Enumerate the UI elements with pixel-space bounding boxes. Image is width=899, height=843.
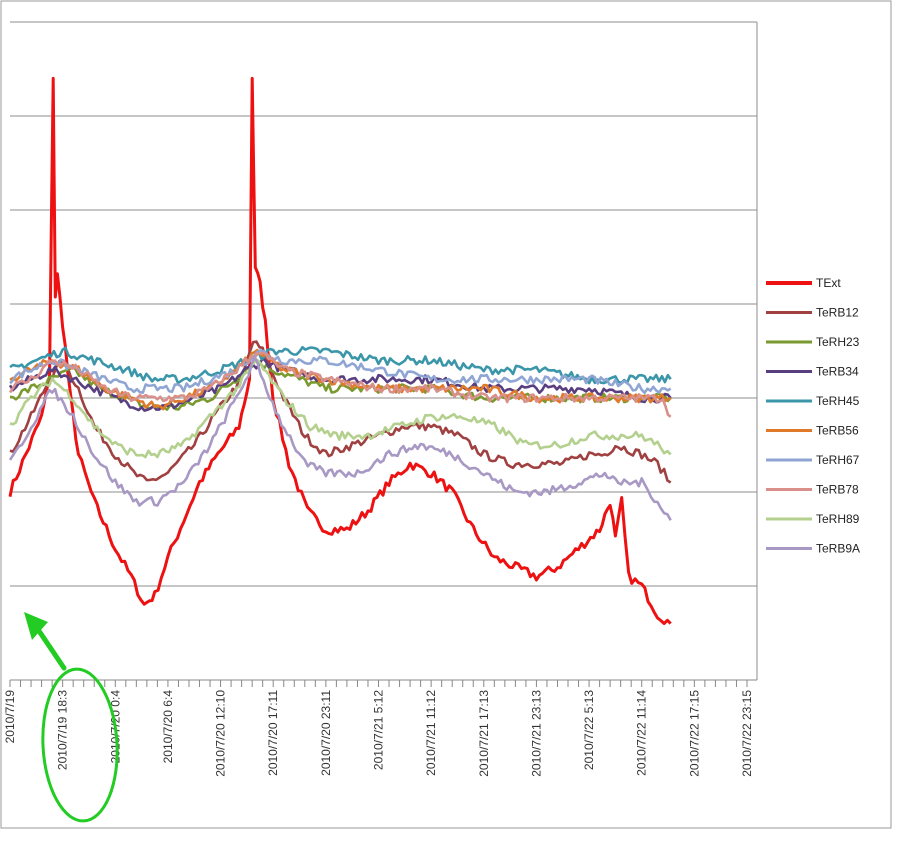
arrow-head bbox=[24, 612, 48, 640]
legend-label: TeRH45 bbox=[816, 394, 860, 408]
legend-label: TeRB12 bbox=[816, 306, 859, 320]
x-tick-label: 2010/7/22 17:15 bbox=[687, 690, 701, 777]
legend-label: TeRB78 bbox=[816, 483, 859, 497]
x-tick-label: 2010/7/20 17:11 bbox=[266, 690, 280, 776]
legend: TExt TeRB12 TeRH23 TeRB34 TeRH45 TeRB56 TeRH67… bbox=[766, 276, 860, 556]
series-line-terh67 bbox=[9, 349, 672, 395]
highlight-circle bbox=[41, 667, 119, 823]
x-tick-label: 2010/7/21 23:13 bbox=[529, 690, 543, 777]
x-tick-label: 2010/7/22 5:13 bbox=[582, 690, 596, 770]
legend-label: TeRH23 bbox=[816, 335, 860, 349]
series-line-terh45 bbox=[9, 346, 672, 385]
series-line-terb78 bbox=[8, 351, 672, 418]
legend-label: TeRH89 bbox=[816, 512, 860, 526]
series-line-terh89 bbox=[9, 358, 672, 459]
x-tick-label: 2010/7/22 11:14 bbox=[635, 690, 649, 776]
series-line-text bbox=[8, 76, 672, 625]
series-line-terb34 bbox=[8, 356, 672, 412]
x-tick-label: 2010/7/20 23:11 bbox=[319, 690, 333, 776]
legend-label: TExt bbox=[816, 276, 841, 290]
x-tick-label: 2010/7/21 11:12 bbox=[424, 690, 438, 776]
x-axis: 2010/7/19 2010/7/19 18:3 2010/7/20 0:4 2010… bbox=[3, 679, 757, 777]
x-tick-label: 2010/7/21 17:13 bbox=[477, 690, 491, 777]
legend-label: TeRB34 bbox=[816, 365, 859, 379]
legend-label: TeRH67 bbox=[816, 453, 860, 467]
x-tick-label: 2010/7/19 18:3 bbox=[56, 690, 70, 770]
x-tick-label: 2010/7/21 5:12 bbox=[372, 690, 386, 770]
series-line-terb9a bbox=[8, 355, 672, 521]
x-tick-label: 2010/7/20 6:4 bbox=[161, 690, 175, 764]
series-line-terb12 bbox=[9, 340, 672, 484]
x-tick-label: 2010/7/20 12:10 bbox=[214, 690, 228, 777]
series-lines bbox=[8, 76, 672, 625]
x-tick-label: 2010/7/19 bbox=[3, 690, 17, 744]
x-tick-label: 2010/7/22 23:15 bbox=[740, 690, 754, 777]
legend-label: TeRB56 bbox=[816, 424, 859, 438]
legend-label: TeRB9A bbox=[816, 542, 860, 556]
annotation bbox=[24, 612, 119, 823]
chart-frame bbox=[0, 0, 892, 829]
